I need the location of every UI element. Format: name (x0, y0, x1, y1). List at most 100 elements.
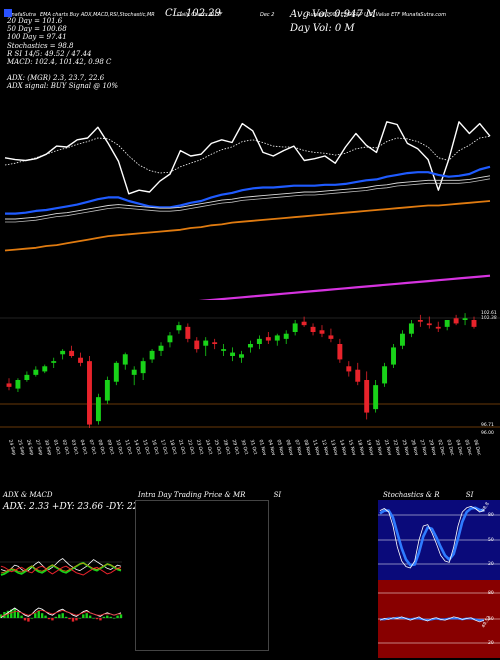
macd-hist-bar (112, 618, 116, 619)
macd-hist-bar (51, 618, 54, 621)
avg-vol-label: Avg Vol: 0.947 M (290, 9, 377, 20)
candle-body (283, 333, 289, 339)
candle-body (453, 318, 459, 324)
candle-body (355, 369, 361, 382)
rsi-tick-50: 50 (488, 616, 494, 622)
candle-body (24, 374, 30, 380)
date-tick-label: 18 Oct (168, 439, 178, 455)
macd-hist-bar (54, 616, 58, 618)
day-vol-label: Day Vol: 0 M (290, 23, 355, 34)
rsi-fast-line (379, 616, 485, 623)
macd-hist-bar (85, 613, 88, 618)
candle-body (444, 320, 450, 327)
macd-hist-bar (92, 618, 95, 619)
candle-body (310, 326, 316, 332)
candle-body (113, 362, 119, 382)
candle-body (301, 321, 307, 326)
stochastics-panel: 80 50 20 98.8 (378, 500, 500, 580)
macd-hist-bar (20, 615, 23, 618)
date-tick-label: 03 Dec (445, 439, 455, 457)
macd-hist-bar (109, 616, 112, 618)
date-tick-label: 07 Oct (88, 439, 98, 455)
candle-body (256, 338, 262, 344)
candle-body (6, 383, 12, 387)
date-tick-label: 12 Nov (320, 439, 330, 457)
date-tick-label: 26 Nov (409, 439, 419, 457)
date-tick-label: 29 Oct (231, 439, 241, 455)
candle-body (149, 350, 155, 360)
date-tick-label: 04 Dec (454, 439, 464, 457)
macd-hist-bar (61, 613, 64, 618)
price-tick-4: 96.00 (481, 430, 494, 436)
date-tick-label: 27 Sep (34, 439, 44, 456)
candle-body (328, 335, 334, 339)
price-line (4, 121, 491, 195)
stoch-panel-title-text: Stochastics & R (383, 491, 440, 499)
macd-hist-bar (27, 618, 30, 622)
candle-body (78, 357, 83, 363)
rsi-value-label: 49.52 (481, 615, 493, 629)
date-tick-label: 30 Sep (43, 439, 53, 456)
stoch-tick-20: 20 (488, 561, 494, 567)
rsi-panel: 80 50 20 49.52 (378, 580, 500, 658)
macd-hist-bar (58, 614, 61, 618)
macd-hist-bar (95, 618, 99, 620)
date-tick-label: 22 Nov (392, 439, 402, 457)
date-tick-label: 18 Nov (356, 439, 366, 457)
date-tick-label: 29 Nov (427, 439, 437, 457)
date-tick-label: 25 Oct (213, 439, 223, 455)
mr-panel-title: Intra Day Trading Price & MR SI (138, 491, 281, 499)
candle-body (239, 354, 244, 358)
date-tick-label: 26 Sep (25, 439, 35, 456)
date-tick-label: 01 Oct (52, 439, 62, 455)
candle-body (462, 318, 468, 320)
ema50-line (5, 175, 491, 220)
price-tick-3: 96.71 (481, 422, 494, 428)
candle-body (87, 361, 92, 425)
date-tick-label: 24 Sep (7, 439, 17, 456)
adx-values-label: ADX: 2.33 +DY: 23.66 -DY: 22.58 (3, 502, 153, 512)
macd-hist-bar (16, 612, 20, 618)
price-tick-1: 102.61 (481, 310, 497, 316)
rsi-tick-20: 20 (488, 640, 494, 646)
date-tick-label: 03 Oct (70, 439, 80, 455)
date-tick-label: 23 Oct (195, 439, 205, 455)
date-tick-label: 07 Nov (293, 439, 303, 457)
candle-body (373, 385, 379, 410)
candle-body (417, 320, 423, 322)
date-tick-label: 05 Dec (463, 439, 473, 457)
date-tick-label: 11 Nov (311, 439, 321, 457)
macd-hist-bar (78, 618, 82, 619)
stoch-value-label: 98.8 (481, 501, 491, 513)
rsi-tick-80: 80 (488, 590, 494, 596)
header-strip-chart: Daily Charts RUSF (177, 12, 223, 18)
candle-body (140, 361, 146, 374)
macd-line: MACD: 102.4, 101.42, 0.98 C (7, 58, 112, 67)
date-tick-label: 28 Oct (222, 439, 232, 455)
date-tick-label: 31 Oct (249, 439, 259, 455)
macd-hist-bar (34, 613, 37, 618)
candle-body (104, 380, 110, 401)
macd-hist-bar (116, 615, 119, 618)
candle-body (426, 323, 432, 326)
date-tick-label: 25 Nov (401, 439, 411, 457)
date-tick-label: 25 Sep (16, 439, 26, 456)
mr-panel (135, 500, 269, 651)
macd-hist-bar (102, 616, 106, 618)
stoch-tick-50: 50 (488, 537, 494, 543)
date-tick-label: 15 Nov (347, 439, 357, 457)
header-strip-indicators: EMA charts Buy ADX,MACD,RSI,Stochastic,M… (40, 12, 155, 18)
header-strip-fund: Russell 1000 ESG S&P U.S. Value ETF Muna… (307, 12, 446, 18)
candle-body (400, 333, 405, 346)
candle-body (185, 326, 191, 339)
candle-body (337, 344, 343, 360)
macd-hist-bar (99, 618, 102, 621)
date-tick-label: 20 Nov (374, 439, 384, 457)
header-strip-site: MunafaSutra (4, 12, 36, 18)
date-tick-label: 17 Oct (159, 439, 169, 455)
date-tick-label: 08 Oct (96, 439, 106, 455)
macd-hist-bar (44, 615, 47, 618)
adx-panel (0, 558, 123, 622)
candle-body (346, 366, 352, 372)
ema-fast-line (4, 135, 491, 174)
